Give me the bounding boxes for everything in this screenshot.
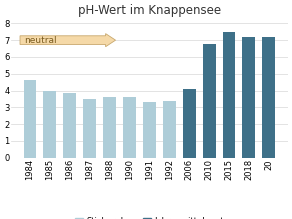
Bar bbox=[242, 37, 255, 158]
Bar bbox=[183, 89, 196, 158]
Bar bbox=[83, 99, 96, 158]
Text: neutral: neutral bbox=[24, 36, 57, 45]
Title: pH-Wert im Knappensee: pH-Wert im Knappensee bbox=[78, 4, 221, 17]
Bar bbox=[123, 97, 136, 158]
Legend: Stichproben, Jahresmittelwert: Stichproben, Jahresmittelwert bbox=[75, 217, 224, 219]
Bar bbox=[262, 37, 275, 158]
Bar bbox=[103, 97, 116, 158]
Bar bbox=[143, 102, 156, 158]
Bar bbox=[223, 32, 235, 158]
FancyArrow shape bbox=[20, 34, 116, 47]
Bar bbox=[63, 93, 76, 158]
Bar bbox=[163, 101, 176, 158]
Bar bbox=[203, 44, 215, 158]
Bar bbox=[24, 80, 36, 158]
Bar bbox=[44, 90, 56, 158]
